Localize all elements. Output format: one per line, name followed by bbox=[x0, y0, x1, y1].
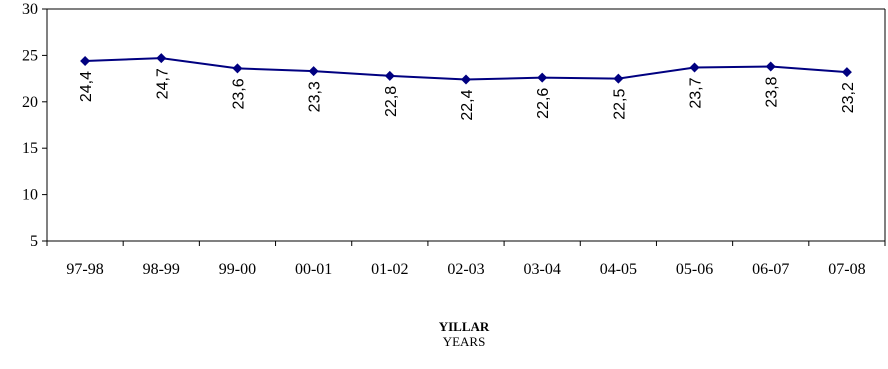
chart-axes: 5 10 15 20 25 30 97-98 98-99 99-00 00-01 01-02 02-0… bbox=[22, 1, 886, 278]
x-tick-label: 02-03 bbox=[447, 261, 484, 278]
x-tick-label: 01-02 bbox=[371, 261, 408, 278]
y-tick-label: 10 bbox=[22, 187, 38, 204]
data-label: 22,6 bbox=[535, 88, 552, 119]
x-axis-title: YILLAR bbox=[439, 319, 490, 334]
x-tick-label: 97-98 bbox=[66, 261, 103, 278]
y-tick-label: 30 bbox=[22, 1, 38, 18]
data-label: 23,2 bbox=[840, 82, 857, 113]
data-label: 22,5 bbox=[611, 88, 628, 119]
y-tick-label: 5 bbox=[30, 233, 38, 250]
x-tick-label: 00-01 bbox=[295, 261, 332, 278]
data-point-marker bbox=[765, 61, 776, 72]
data-point-marker bbox=[613, 73, 624, 84]
data-point-marker bbox=[232, 63, 243, 74]
x-tick-label: 04-05 bbox=[600, 261, 637, 278]
data-point-marker bbox=[156, 53, 167, 64]
x-tick-label: 05-06 bbox=[676, 261, 713, 278]
x-tick-label: 99-00 bbox=[219, 261, 256, 278]
data-point-marker bbox=[537, 72, 548, 83]
data-point-marker bbox=[384, 70, 395, 81]
x-tick-label: 06-07 bbox=[752, 261, 789, 278]
data-label: 23,6 bbox=[230, 78, 247, 109]
data-label: 22,4 bbox=[459, 89, 476, 120]
data-point-marker bbox=[308, 66, 319, 77]
data-point-marker bbox=[80, 55, 91, 66]
data-point-marker bbox=[689, 62, 700, 73]
x-axis-subtitle: YEARS bbox=[443, 334, 486, 349]
y-tick-label: 15 bbox=[22, 140, 38, 157]
data-point-marker bbox=[841, 67, 852, 78]
data-label: 23,3 bbox=[307, 81, 324, 112]
data-label: 24,4 bbox=[78, 71, 95, 102]
chart-data-labels: 24,4 24,7 23,6 23,3 22,8 22,4 22,6 22,5 23,7 23,8… bbox=[78, 68, 857, 121]
y-tick-label: 25 bbox=[22, 47, 38, 64]
data-label: 23,8 bbox=[764, 76, 781, 107]
data-label: 23,7 bbox=[688, 77, 705, 108]
data-label: 22,8 bbox=[383, 86, 400, 117]
x-tick-label: 03-04 bbox=[524, 261, 561, 278]
y-tick-label: 20 bbox=[22, 94, 38, 111]
x-tick-label: 07-08 bbox=[828, 261, 865, 278]
x-tick-label: 98-99 bbox=[143, 261, 180, 278]
chart-series bbox=[80, 53, 852, 85]
data-point-marker bbox=[461, 74, 471, 85]
data-label: 24,7 bbox=[154, 68, 171, 99]
